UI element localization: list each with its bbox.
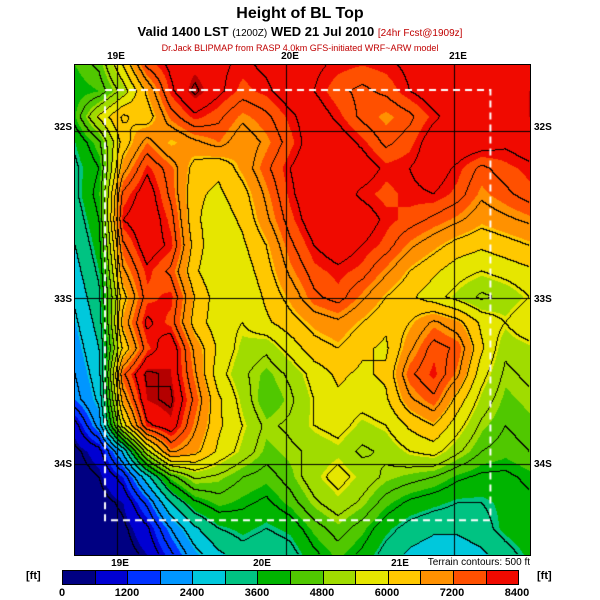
- colorbar-segment: [63, 571, 96, 584]
- colorbar-segment: [453, 571, 487, 584]
- colorbar-segment: [225, 571, 259, 584]
- lon-tick-label-bottom: 19E: [111, 558, 129, 569]
- lon-tick-label-top: 19E: [107, 51, 125, 62]
- valid-zulu: (1200Z): [232, 28, 268, 39]
- colorbar-tick-label: 0: [58, 587, 66, 599]
- lon-tick-label-top: 21E: [449, 51, 467, 62]
- colorbar-segment: [388, 571, 422, 584]
- fcst-info: [24hr Fcst@1909z]: [377, 28, 463, 39]
- colorbar-segment: [128, 571, 161, 584]
- model-line: Dr.Jack BLIPMAP from RASP 4.0km GFS-init…: [161, 43, 439, 53]
- colorbar-tick-label: 1200: [114, 587, 140, 599]
- units-label-right: [ft]: [537, 570, 552, 582]
- colorbar-tick-label: 6000: [374, 587, 400, 599]
- colorbar-tick-label: 3600: [244, 587, 270, 599]
- colorbar-segment: [421, 571, 454, 584]
- lat-tick-label-right: 32S: [534, 122, 552, 133]
- colorbar: [62, 570, 519, 585]
- colorbar-segment: [160, 571, 194, 584]
- lat-tick-label-left: 32S: [54, 122, 72, 133]
- colorbar-tick-label: 8400: [504, 587, 530, 599]
- lat-tick-label-right: 34S: [534, 459, 552, 470]
- valid-date: WED 21 Jul 2010: [270, 24, 375, 39]
- colorbar-segment: [356, 571, 389, 584]
- lat-tick-label-left: 34S: [54, 459, 72, 470]
- valid-line: Valid 1400 LST (1200Z) WED 21 Jul 2010 […: [0, 24, 600, 39]
- units-label-left: [ft]: [26, 570, 41, 582]
- lon-tick-label-bottom: 20E: [253, 558, 271, 569]
- colorbar-segment: [323, 571, 357, 584]
- valid-time: Valid 1400 LST: [137, 24, 229, 39]
- colorbar-segment: [95, 571, 129, 584]
- colorbar-segment: [486, 571, 519, 584]
- lat-tick-label-left: 33S: [54, 294, 72, 305]
- map-canvas: [74, 64, 531, 556]
- colorbar-segment: [193, 571, 226, 584]
- lon-tick-label-bottom: 21E: [391, 558, 409, 569]
- terrain-note: Terrain contours: 500 ft: [427, 557, 530, 568]
- colorbar-segment: [258, 571, 292, 584]
- colorbar-tick-label: 4800: [309, 587, 335, 599]
- colorbar-tick-label: 2400: [179, 587, 205, 599]
- colorbar-segment: [291, 571, 324, 584]
- colorbar-tick-label: 7200: [439, 587, 465, 599]
- lon-tick-label-top: 20E: [281, 51, 299, 62]
- chart-title: Height of BL Top: [236, 5, 364, 22]
- lat-tick-label-right: 33S: [534, 294, 552, 305]
